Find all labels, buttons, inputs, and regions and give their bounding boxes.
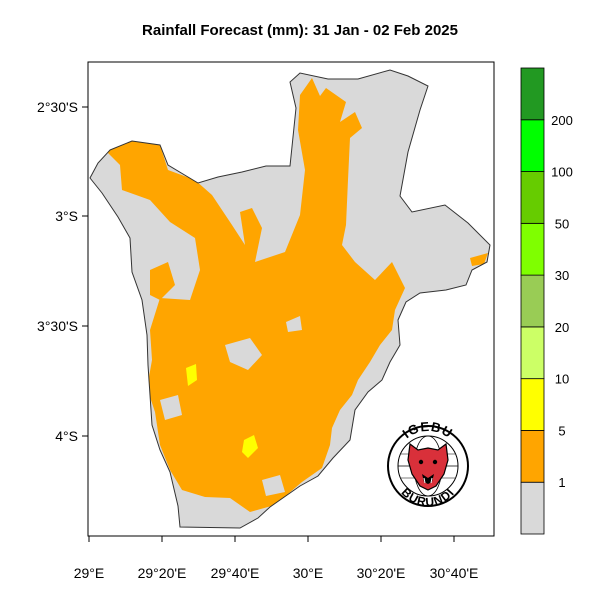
country-border <box>89 69 491 529</box>
legend-swatch <box>520 430 545 483</box>
legend-label: 200 <box>551 113 573 128</box>
legend-label: 5 <box>558 423 565 438</box>
legend-label: 30 <box>555 268 569 283</box>
legend-label: 1 <box>558 475 565 490</box>
legend-swatch <box>520 171 545 224</box>
lat-axis <box>82 106 88 437</box>
lon-tick-label: 30°40'E <box>430 565 479 581</box>
lon-tick-label: 29°40'E <box>211 565 260 581</box>
legend-label: 10 <box>555 372 569 387</box>
legend-swatch <box>520 274 545 328</box>
legend-swatch <box>520 67 545 121</box>
map-title: Rainfall Forecast (mm): 31 Jan - 02 Feb … <box>142 22 458 39</box>
lat-tick-label: 3°30'S <box>37 318 78 334</box>
logo-top-text: IGEBU <box>400 419 455 441</box>
legend-label: 100 <box>551 165 573 180</box>
lat-tick-label: 4°S <box>55 428 78 444</box>
lat-tick-label: 2°30'S <box>37 99 78 115</box>
legend-label: 50 <box>555 216 569 231</box>
legend-swatch <box>520 378 545 431</box>
lon-tick-label: 30°E <box>293 565 324 581</box>
legend-colorbar <box>520 67 545 535</box>
leopard-head-icon <box>407 442 449 491</box>
legend-label: 20 <box>555 320 569 335</box>
rain-zone-5-10mm <box>186 364 258 458</box>
lat-tick-label: 3°S <box>55 208 78 224</box>
lon-axis <box>88 536 455 542</box>
legend-swatch <box>520 222 545 276</box>
svg-text:IGEBU: IGEBU <box>400 419 456 441</box>
no-rain-pockets <box>160 162 384 496</box>
legend-labels: 1 5 10 20 30 50 100 200 <box>551 113 573 490</box>
legend-swatch <box>520 481 545 535</box>
legend-swatch <box>520 119 545 172</box>
rain-zone-1-5mm <box>105 78 488 512</box>
legend-swatch <box>520 326 545 380</box>
lon-tick-label: 29°20'E <box>138 565 187 581</box>
lon-tick-label: 30°20'E <box>357 565 406 581</box>
lon-tick-label: 29°E <box>74 565 105 581</box>
